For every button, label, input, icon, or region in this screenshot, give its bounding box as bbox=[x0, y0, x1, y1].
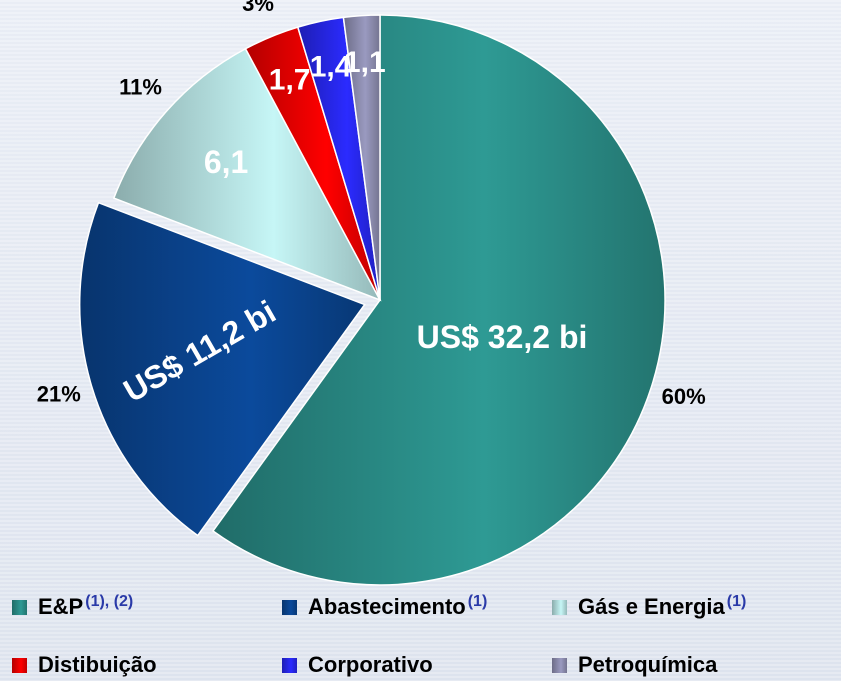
share-label: 3% bbox=[242, 0, 274, 16]
legend-note: (1) bbox=[727, 593, 747, 610]
pie-slice bbox=[342, 14, 381, 301]
legend-label: E&P bbox=[38, 594, 83, 619]
slice-value-label: 1,1 bbox=[344, 46, 386, 79]
pie-slice bbox=[78, 201, 366, 537]
share-label: 60% bbox=[662, 384, 706, 409]
pie-slice bbox=[211, 14, 666, 586]
legend-marker bbox=[12, 658, 27, 673]
slice-value-label: 6,1 bbox=[204, 144, 248, 180]
legend-marker bbox=[552, 658, 567, 673]
share-label: 11% bbox=[119, 75, 162, 100]
legend-marker bbox=[12, 600, 27, 615]
legend-label: Petroquímica bbox=[578, 652, 718, 677]
legend-label: Corporativo bbox=[308, 652, 433, 677]
share-label: 21% bbox=[37, 382, 81, 407]
legend-marker bbox=[552, 600, 567, 615]
legend-label: Abastecimento bbox=[308, 594, 466, 619]
legend-note: (1), (2) bbox=[85, 593, 133, 610]
slice-value-label: 1,4 bbox=[310, 51, 352, 84]
legend-marker bbox=[282, 600, 297, 615]
legend-label: Distibuição bbox=[38, 652, 157, 677]
legend-note: (1) bbox=[468, 593, 488, 610]
legend-label: Gás e Energia bbox=[578, 594, 726, 619]
legend-marker bbox=[282, 658, 297, 673]
pie-slice bbox=[112, 47, 382, 302]
slice-value-label: US$ 32,2 bi bbox=[417, 319, 588, 355]
slice-value-label: 1,7 bbox=[269, 63, 311, 96]
